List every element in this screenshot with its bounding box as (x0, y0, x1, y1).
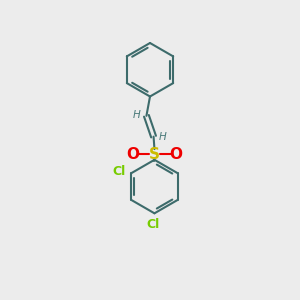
Text: Cl: Cl (112, 165, 125, 178)
Text: H: H (159, 132, 167, 142)
Text: S: S (149, 147, 160, 162)
Text: O: O (169, 147, 182, 162)
Text: H: H (133, 110, 141, 120)
Text: Cl: Cl (146, 218, 160, 231)
Text: O: O (127, 147, 140, 162)
